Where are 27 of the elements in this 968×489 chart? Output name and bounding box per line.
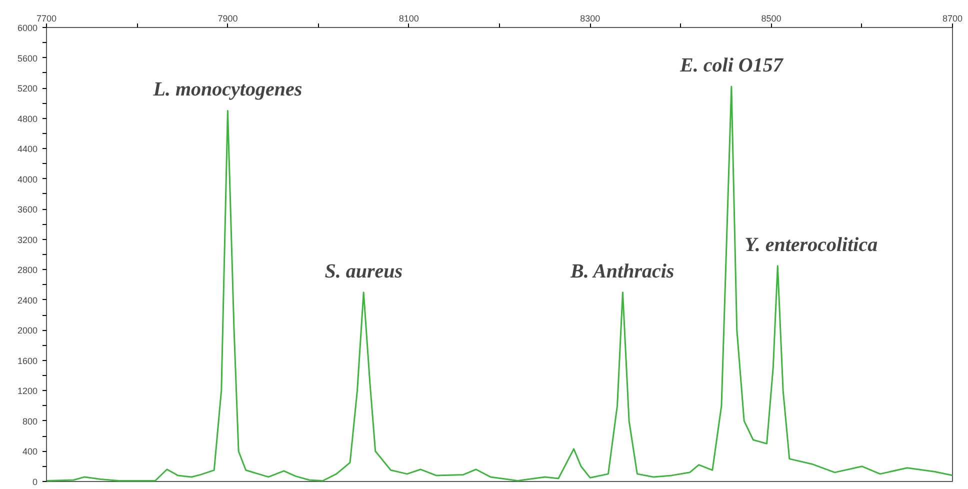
annotation: E. coli O157 <box>679 54 784 77</box>
x-tick-label: 8100 <box>398 14 419 24</box>
y-tick-label: 2000 <box>17 326 38 336</box>
annotation: Y. enterocolitica <box>744 234 878 256</box>
x-tick-label: 8500 <box>761 14 782 24</box>
y-tick-label: 400 <box>22 446 38 457</box>
y-tick-label: 2400 <box>17 295 38 306</box>
y-tick-label: 5600 <box>17 53 38 64</box>
y-tick-label: 4800 <box>17 114 38 124</box>
y-tick-label: 3600 <box>17 204 38 215</box>
x-tick-label: 8300 <box>580 14 600 24</box>
y-tick-label: 5200 <box>17 84 38 94</box>
y-tick-label: 1200 <box>17 386 38 396</box>
x-tick-label: 7900 <box>218 14 238 24</box>
y-tick-label: 2800 <box>17 265 38 276</box>
y-tick-label: 4000 <box>17 174 38 184</box>
x-tick-label: 7700 <box>36 14 57 24</box>
y-tick-label: 6000 <box>17 23 38 33</box>
y-tick-label: 1600 <box>17 356 38 366</box>
annotation: B. Anthracis <box>569 260 674 282</box>
y-tick-label: 4400 <box>17 144 38 154</box>
annotation: L. monocytogenes <box>152 78 302 101</box>
annotation: S. aureus <box>324 260 403 282</box>
y-tick-label: 0 <box>32 477 38 487</box>
y-tick-label: 800 <box>22 416 38 426</box>
x-tick-label: 8700 <box>942 14 963 24</box>
y-tick-label: 3200 <box>17 234 38 245</box>
